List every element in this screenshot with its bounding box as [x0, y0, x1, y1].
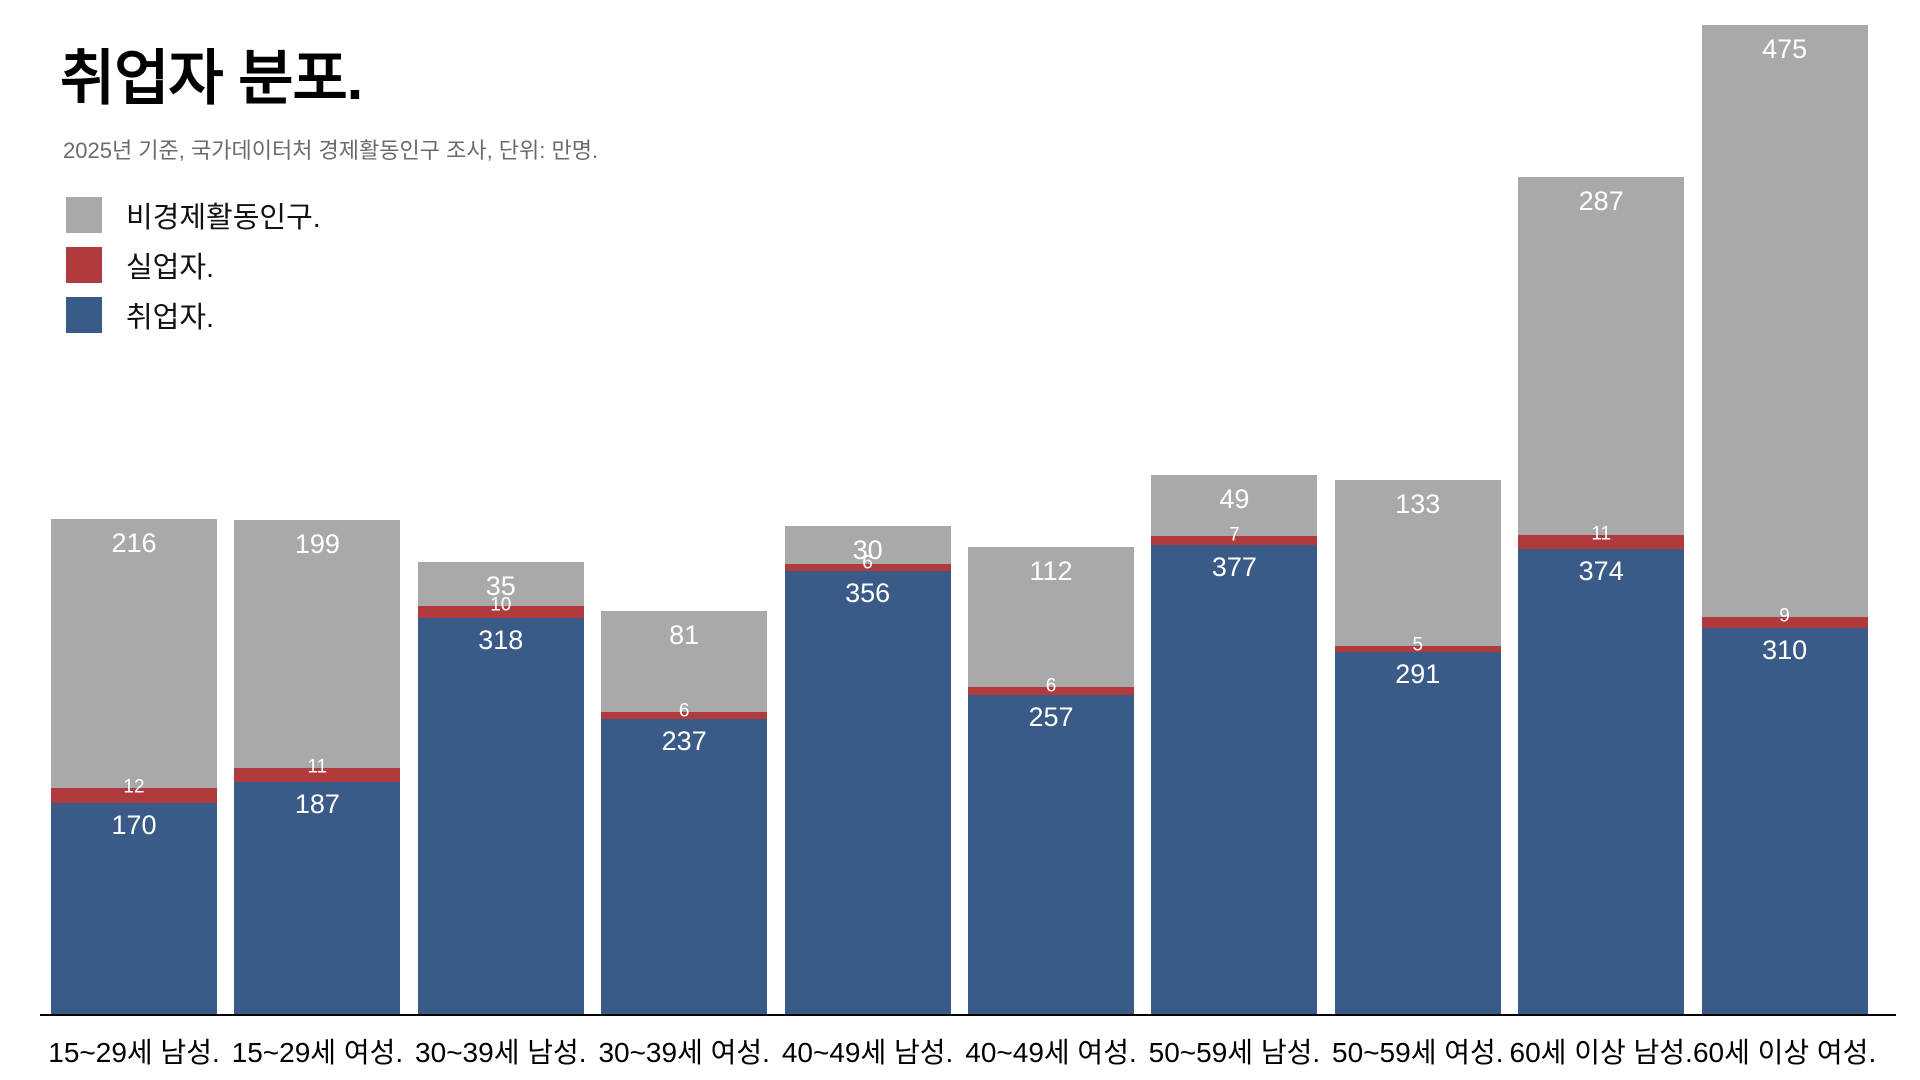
legend-label-inactive-population: 비경제활동인구. [126, 202, 321, 234]
segment-unemployed [234, 768, 401, 782]
value-label-employed: 187 [294, 788, 340, 819]
legend-item-unemployed: 실업자. [66, 244, 321, 286]
bar-group: 30 6 356 [784, 526, 951, 1015]
x-axis-label: 30~39세 남성. [415, 1037, 587, 1068]
bar-group: 112 6 257 [968, 547, 1134, 1015]
value-label-inactive-population: 49 [1219, 484, 1250, 515]
value-label-employed: 310 [1762, 635, 1808, 666]
segment-employed [968, 694, 1134, 1015]
x-axis-label: 40~49세 남성. [781, 1037, 954, 1068]
segment-inactive-population [784, 526, 951, 564]
value-label-inactive-population: 81 [669, 619, 700, 650]
segment-employed [1701, 628, 1868, 1015]
segment-employed [51, 803, 217, 1015]
segment-employed [1334, 652, 1501, 1015]
value-label-inactive-population: 287 [1578, 186, 1624, 217]
segment-inactive-population [1334, 480, 1501, 646]
segment-inactive-population [417, 562, 584, 606]
segment-employed [1518, 548, 1685, 1015]
value-label-unemployed: 11 [307, 756, 328, 778]
value-label-employed: 318 [478, 625, 524, 656]
segment-employed [784, 571, 951, 1015]
x-axis-label: 50~59세 여성. [1332, 1037, 1504, 1068]
x-axis-label: 30~39세 여성. [598, 1037, 770, 1068]
bar-group: 133 5 291 [1334, 480, 1501, 1015]
segment-unemployed [1518, 534, 1685, 549]
legend-label-unemployed: 실업자. [126, 252, 215, 284]
value-label-employed: 356 [845, 578, 891, 609]
segment-unemployed [784, 563, 951, 572]
segment-unemployed [51, 788, 217, 803]
legend-swatch-inactive-population [66, 197, 102, 233]
value-label-unemployed: 12 [123, 776, 145, 798]
x-axis-label: 60세 이상 여성. [1692, 1037, 1877, 1068]
legend: 비경제활동인구. 실업자. 취업자. [66, 194, 321, 344]
chart-title: 취업자 분포. [60, 45, 363, 112]
value-label-unemployed: 6 [1045, 675, 1057, 697]
segment-employed [234, 781, 401, 1015]
x-axis-label: 40~49세 여성. [965, 1037, 1137, 1068]
value-label-unemployed: 7 [1229, 524, 1240, 546]
value-label-unemployed: 9 [1779, 605, 1790, 627]
segment-inactive-population [51, 518, 217, 789]
segment-unemployed [417, 605, 584, 619]
bar-group: 199 11 187 [234, 519, 401, 1015]
value-label-employed: 291 [1395, 659, 1441, 690]
segment-employed [417, 618, 584, 1015]
value-label-employed: 170 [111, 810, 157, 840]
value-label-unemployed: 6 [862, 552, 873, 574]
value-label-employed: 257 [1028, 701, 1074, 732]
segment-unemployed [968, 687, 1134, 695]
segment-unemployed [601, 711, 768, 720]
value-label-inactive-population: 35 [485, 571, 516, 602]
value-label-inactive-population: 112 [1029, 556, 1073, 587]
value-label-inactive-population: 216 [111, 527, 157, 558]
value-label-unemployed: 5 [1412, 634, 1424, 656]
legend-item-inactive-population: 비경제활동인구. [66, 194, 321, 236]
value-label-inactive-population: 133 [1395, 489, 1441, 520]
bar-group: 475 9 310 [1701, 24, 1868, 1015]
x-axis-label: 15~29세 여성. [231, 1037, 404, 1068]
x-axis-line [40, 1014, 1896, 1016]
bar-group: 216 12 170 [51, 518, 217, 1015]
value-label-employed: 377 [1211, 551, 1257, 582]
segment-employed [601, 719, 768, 1015]
value-label-employed: 374 [1578, 555, 1624, 586]
legend-swatch-unemployed [66, 247, 102, 283]
legend-item-employed: 취업자. [66, 294, 321, 336]
value-label-unemployed: 6 [678, 700, 690, 722]
value-label-inactive-population: 475 [1762, 33, 1808, 64]
bar-group: 35 10 318 [417, 562, 584, 1015]
segment-inactive-population [601, 610, 768, 712]
segment-unemployed [1701, 617, 1868, 629]
value-label-unemployed: 11 [1591, 523, 1612, 545]
legend-label-employed: 취업자. [126, 302, 215, 334]
segment-employed [1151, 544, 1318, 1015]
bar-group: 49 7 377 [1151, 475, 1318, 1015]
value-label-employed: 237 [661, 726, 707, 757]
segment-inactive-population [1518, 177, 1685, 535]
x-axis-label: 15~29세 남성. [48, 1037, 220, 1068]
segment-unemployed [1334, 645, 1501, 653]
bar-group: 81 6 237 [601, 610, 768, 1015]
chart-subtitle: 2025년 기준, 국가데이터처 경제활동인구 조사, 단위: 만명. [63, 138, 599, 163]
segment-unemployed [1151, 536, 1318, 545]
x-axis-label: 60세 이상 남성. [1509, 1037, 1693, 1068]
segment-inactive-population [234, 519, 401, 769]
value-label-inactive-population: 199 [294, 528, 340, 559]
segment-inactive-population [1151, 475, 1318, 537]
legend-swatch-employed [66, 297, 102, 333]
segment-inactive-population [1701, 24, 1868, 618]
bar-group: 287 11 374 [1518, 177, 1685, 1015]
value-label-unemployed: 10 [490, 594, 512, 616]
x-axis-label: 50~59세 남성. [1148, 1037, 1321, 1068]
segment-inactive-population [968, 547, 1134, 688]
value-label-inactive-population: 30 [852, 535, 883, 566]
